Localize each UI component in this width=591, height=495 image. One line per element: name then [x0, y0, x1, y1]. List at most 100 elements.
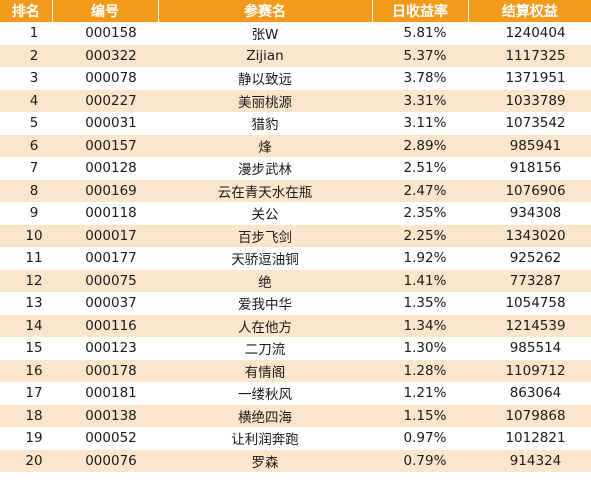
cell-code: 000169 — [52, 179, 158, 202]
cell-settlement-equity: 1054758 — [468, 292, 591, 315]
cell-settlement-equity: 918156 — [468, 157, 591, 180]
cell-daily-return: 1.30% — [372, 337, 468, 360]
cell-rank: 4 — [0, 89, 52, 112]
cell-daily-return: 2.25% — [372, 224, 468, 247]
table-header-row: 排名 编号 参赛名 日收益率 结算权益 — [0, 0, 591, 22]
cell-settlement-equity: 1343020 — [468, 224, 591, 247]
table-row: 12 000075 绝 1.41% 773287 — [0, 269, 591, 292]
cell-code: 000037 — [52, 292, 158, 315]
cell-participant-name: 漫步武林 — [158, 157, 372, 180]
cell-daily-return: 5.81% — [372, 22, 468, 45]
cell-participant-name: 百步飞剑 — [158, 224, 372, 247]
table-row: 11 000177 天骄逗油铜 1.92% 925262 — [0, 247, 591, 270]
cell-settlement-equity: 773287 — [468, 269, 591, 292]
table-row: 20 000076 罗森 0.79% 914324 — [0, 449, 591, 472]
header-daily-return: 日收益率 — [372, 0, 469, 22]
cell-code: 000031 — [52, 112, 158, 135]
cell-daily-return: 5.37% — [372, 44, 468, 67]
cell-daily-return: 3.31% — [372, 89, 468, 112]
cell-settlement-equity: 985941 — [468, 134, 591, 157]
cell-daily-return: 2.51% — [372, 157, 468, 180]
cell-daily-return: 1.34% — [372, 314, 468, 337]
table-row: 5 000031 猎豹 3.11% 1073542 — [0, 112, 591, 135]
table-row: 17 000181 一缕秋风 1.21% 863064 — [0, 382, 591, 405]
cell-participant-name: 一缕秋风 — [158, 382, 372, 405]
cell-participant-name: Zijian — [158, 44, 372, 67]
table-row: 9 000118 关公 2.35% 934308 — [0, 202, 591, 225]
cell-settlement-equity: 1214539 — [468, 314, 591, 337]
table-row: 3 000078 静以致远 3.78% 1371951 — [0, 67, 591, 90]
cell-rank: 1 — [0, 22, 52, 45]
cell-rank: 13 — [0, 292, 52, 315]
cell-daily-return: 1.41% — [372, 269, 468, 292]
table-row: 13 000037 爱我中华 1.35% 1054758 — [0, 292, 591, 315]
cell-participant-name: 猎豹 — [158, 112, 372, 135]
cell-rank: 20 — [0, 449, 52, 472]
table-body: 1 000158 张W 5.81% 1240404 2 000322 Zijian 5.37% 1… — [0, 22, 591, 472]
cell-rank: 10 — [0, 224, 52, 247]
cell-rank: 11 — [0, 247, 52, 270]
cell-settlement-equity: 925262 — [468, 247, 591, 270]
table-row: 18 000138 横绝四海 1.15% 1079868 — [0, 404, 591, 427]
table-row: 4 000227 美丽桃源 3.31% 1033789 — [0, 89, 591, 112]
cell-rank: 16 — [0, 359, 52, 382]
table-row: 1 000158 张W 5.81% 1240404 — [0, 22, 591, 45]
cell-settlement-equity: 1079868 — [468, 404, 591, 427]
cell-settlement-equity: 985514 — [468, 337, 591, 360]
cell-participant-name: 横绝四海 — [158, 404, 372, 427]
cell-rank: 12 — [0, 269, 52, 292]
cell-settlement-equity: 1109712 — [468, 359, 591, 382]
cell-participant-name: 美丽桃源 — [158, 89, 372, 112]
cell-participant-name: 人在他方 — [158, 314, 372, 337]
cell-participant-name: 让利润奔跑 — [158, 427, 372, 450]
cell-code: 000157 — [52, 134, 158, 157]
cell-participant-name: 云在青天水在瓶 — [158, 179, 372, 202]
cell-settlement-equity: 1073542 — [468, 112, 591, 135]
cell-code: 000181 — [52, 382, 158, 405]
cell-code: 000123 — [52, 337, 158, 360]
cell-participant-name: 绝 — [158, 269, 372, 292]
table-row: 16 000178 有情阁 1.28% 1109712 — [0, 359, 591, 382]
table-row: 2 000322 Zijian 5.37% 1117325 — [0, 44, 591, 67]
table-row: 14 000116 人在他方 1.34% 1214539 — [0, 314, 591, 337]
cell-code: 000177 — [52, 247, 158, 270]
cell-code: 000178 — [52, 359, 158, 382]
cell-rank: 9 — [0, 202, 52, 225]
cell-settlement-equity: 914324 — [468, 449, 591, 472]
cell-rank: 17 — [0, 382, 52, 405]
cell-participant-name: 罗森 — [158, 449, 372, 472]
cell-code: 000078 — [52, 67, 158, 90]
table-row: 7 000128 漫步武林 2.51% 918156 — [0, 157, 591, 180]
cell-participant-name: 静以致远 — [158, 67, 372, 90]
cell-daily-return: 0.97% — [372, 427, 468, 450]
cell-code: 000227 — [52, 89, 158, 112]
cell-settlement-equity: 1076906 — [468, 179, 591, 202]
cell-daily-return: 2.89% — [372, 134, 468, 157]
cell-settlement-equity: 1240404 — [468, 22, 591, 45]
table-row: 6 000157 烽 2.89% 985941 — [0, 134, 591, 157]
cell-participant-name: 有情阁 — [158, 359, 372, 382]
cell-settlement-equity: 1371951 — [468, 67, 591, 90]
cell-daily-return: 2.35% — [372, 202, 468, 225]
cell-daily-return: 2.47% — [372, 179, 468, 202]
cell-code: 000322 — [52, 44, 158, 67]
cell-rank: 2 — [0, 44, 52, 67]
cell-code: 000076 — [52, 449, 158, 472]
cell-daily-return: 1.35% — [372, 292, 468, 315]
cell-rank: 15 — [0, 337, 52, 360]
cell-settlement-equity: 863064 — [468, 382, 591, 405]
table-row: 8 000169 云在青天水在瓶 2.47% 1076906 — [0, 179, 591, 202]
cell-code: 000138 — [52, 404, 158, 427]
cell-participant-name: 二刀流 — [158, 337, 372, 360]
cell-daily-return: 1.28% — [372, 359, 468, 382]
cell-code: 000128 — [52, 157, 158, 180]
cell-code: 000017 — [52, 224, 158, 247]
cell-daily-return: 3.11% — [372, 112, 468, 135]
header-participant-name: 参赛名 — [158, 0, 373, 22]
header-rank: 排名 — [0, 0, 53, 22]
cell-daily-return: 1.92% — [372, 247, 468, 270]
cell-participant-name: 烽 — [158, 134, 372, 157]
table-row: 19 000052 让利润奔跑 0.97% 1012821 — [0, 427, 591, 450]
cell-settlement-equity: 1033789 — [468, 89, 591, 112]
cell-rank: 5 — [0, 112, 52, 135]
